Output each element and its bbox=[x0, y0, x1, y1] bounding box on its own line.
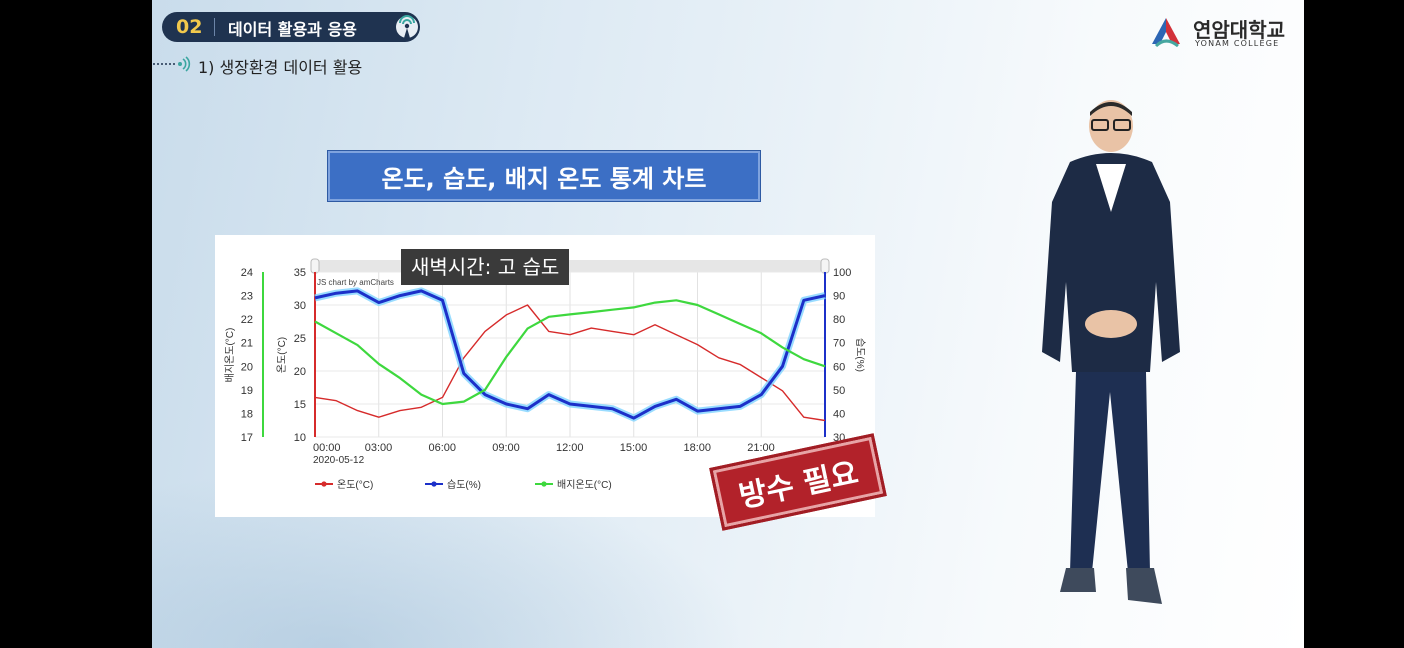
x-tick-label: 06:00 bbox=[429, 442, 457, 454]
header-divider bbox=[214, 18, 215, 36]
humidity-tick-label: 50 bbox=[833, 385, 845, 397]
temperature-axis-label: 온도(°C) bbox=[276, 337, 288, 373]
scrollbar-grip-left bbox=[310, 258, 320, 274]
legend-swatch-marker bbox=[541, 481, 547, 487]
legend-label: 온도(°C) bbox=[337, 479, 373, 491]
legend-swatch-marker bbox=[431, 481, 437, 487]
substrate-tick-label: 24 bbox=[241, 267, 253, 279]
lecture-slide: 02 데이터 활용과 응용 1) 생장환경 데이터 활용 연암대학교 YONAM… bbox=[152, 0, 1304, 648]
section-title: 데이터 활용과 응용 bbox=[228, 20, 357, 39]
x-tick-label: 21:00 bbox=[747, 442, 775, 454]
temperature-tick-label: 20 bbox=[294, 366, 306, 378]
substrate-tick-label: 21 bbox=[241, 338, 253, 350]
substrate-axis-label: 배지온도(°C) bbox=[224, 328, 236, 383]
x-tick-label: 03:00 bbox=[365, 442, 393, 454]
series-line-humidity bbox=[314, 289, 826, 420]
audio-wave-icon bbox=[153, 56, 191, 72]
temperature-tick-label: 25 bbox=[294, 333, 306, 345]
legend-swatch-marker bbox=[321, 481, 327, 487]
substrate-tick-label: 22 bbox=[241, 314, 253, 326]
presenter-figure bbox=[1042, 100, 1180, 604]
x-tick-label: 18:00 bbox=[684, 442, 712, 454]
sub-title: 1) 생장환경 데이터 활용 bbox=[198, 58, 363, 77]
legend-label: 배지온도(°C) bbox=[557, 479, 612, 491]
scrollbar-grip-right bbox=[820, 258, 830, 274]
x-tick-label: 00:00 bbox=[313, 442, 341, 454]
humidity-tick-label: 90 bbox=[833, 291, 845, 303]
substrate-tick-label: 20 bbox=[241, 361, 253, 373]
dawn-callout: 새벽시간: 고 습도 bbox=[401, 249, 570, 285]
series-line-substrate bbox=[314, 299, 826, 406]
college-logo-icon bbox=[1152, 18, 1180, 48]
slide-title-box: 온도, 습도, 배지 온도 통계 차트 bbox=[327, 150, 761, 202]
substrate-tick-label: 17 bbox=[241, 432, 253, 444]
x-tick-label: 15:00 bbox=[620, 442, 648, 454]
college-name-en: YONAM COLLEGE bbox=[1195, 39, 1280, 48]
x-tick-label: 12:00 bbox=[556, 442, 584, 454]
substrate-tick-label: 19 bbox=[241, 385, 253, 397]
substrate-tick-label: 18 bbox=[241, 408, 253, 420]
series-line-temperature bbox=[314, 304, 826, 422]
environment-chart: 17 18 19 20 21 22 23 24 배지온도(°C) 10 15 20 25 30 35 온도(°… bbox=[224, 258, 866, 491]
humidity-tick-label: 70 bbox=[833, 338, 845, 350]
humidity-tick-label: 40 bbox=[833, 408, 845, 420]
section-number: 02 bbox=[176, 16, 203, 38]
x-tick-label: 09:00 bbox=[492, 442, 520, 454]
temperature-tick-label: 30 bbox=[294, 300, 306, 312]
amcharts-credit: JS chart by amCharts bbox=[317, 278, 394, 287]
temperature-tick-label: 15 bbox=[294, 399, 306, 411]
date-label: 2020-05-12 bbox=[313, 455, 365, 466]
legend-label: 습도(%) bbox=[447, 479, 481, 491]
temperature-tick-label: 35 bbox=[294, 267, 306, 279]
slide-title: 온도, 습도, 배지 온도 통계 차트 bbox=[381, 164, 707, 193]
humidity-tick-label: 80 bbox=[833, 314, 845, 326]
humidity-tick-label: 100 bbox=[833, 267, 851, 279]
chart-scrollbar bbox=[315, 260, 825, 272]
humidity-tick-label: 60 bbox=[833, 361, 845, 373]
college-name-ko: 연암대학교 bbox=[1193, 18, 1285, 42]
humidity-axis-label: 습도(%) bbox=[854, 338, 866, 372]
substrate-tick-label: 23 bbox=[241, 291, 253, 303]
presenter-icon bbox=[396, 15, 418, 38]
temperature-tick-label: 10 bbox=[294, 432, 306, 444]
section-header bbox=[162, 12, 420, 42]
